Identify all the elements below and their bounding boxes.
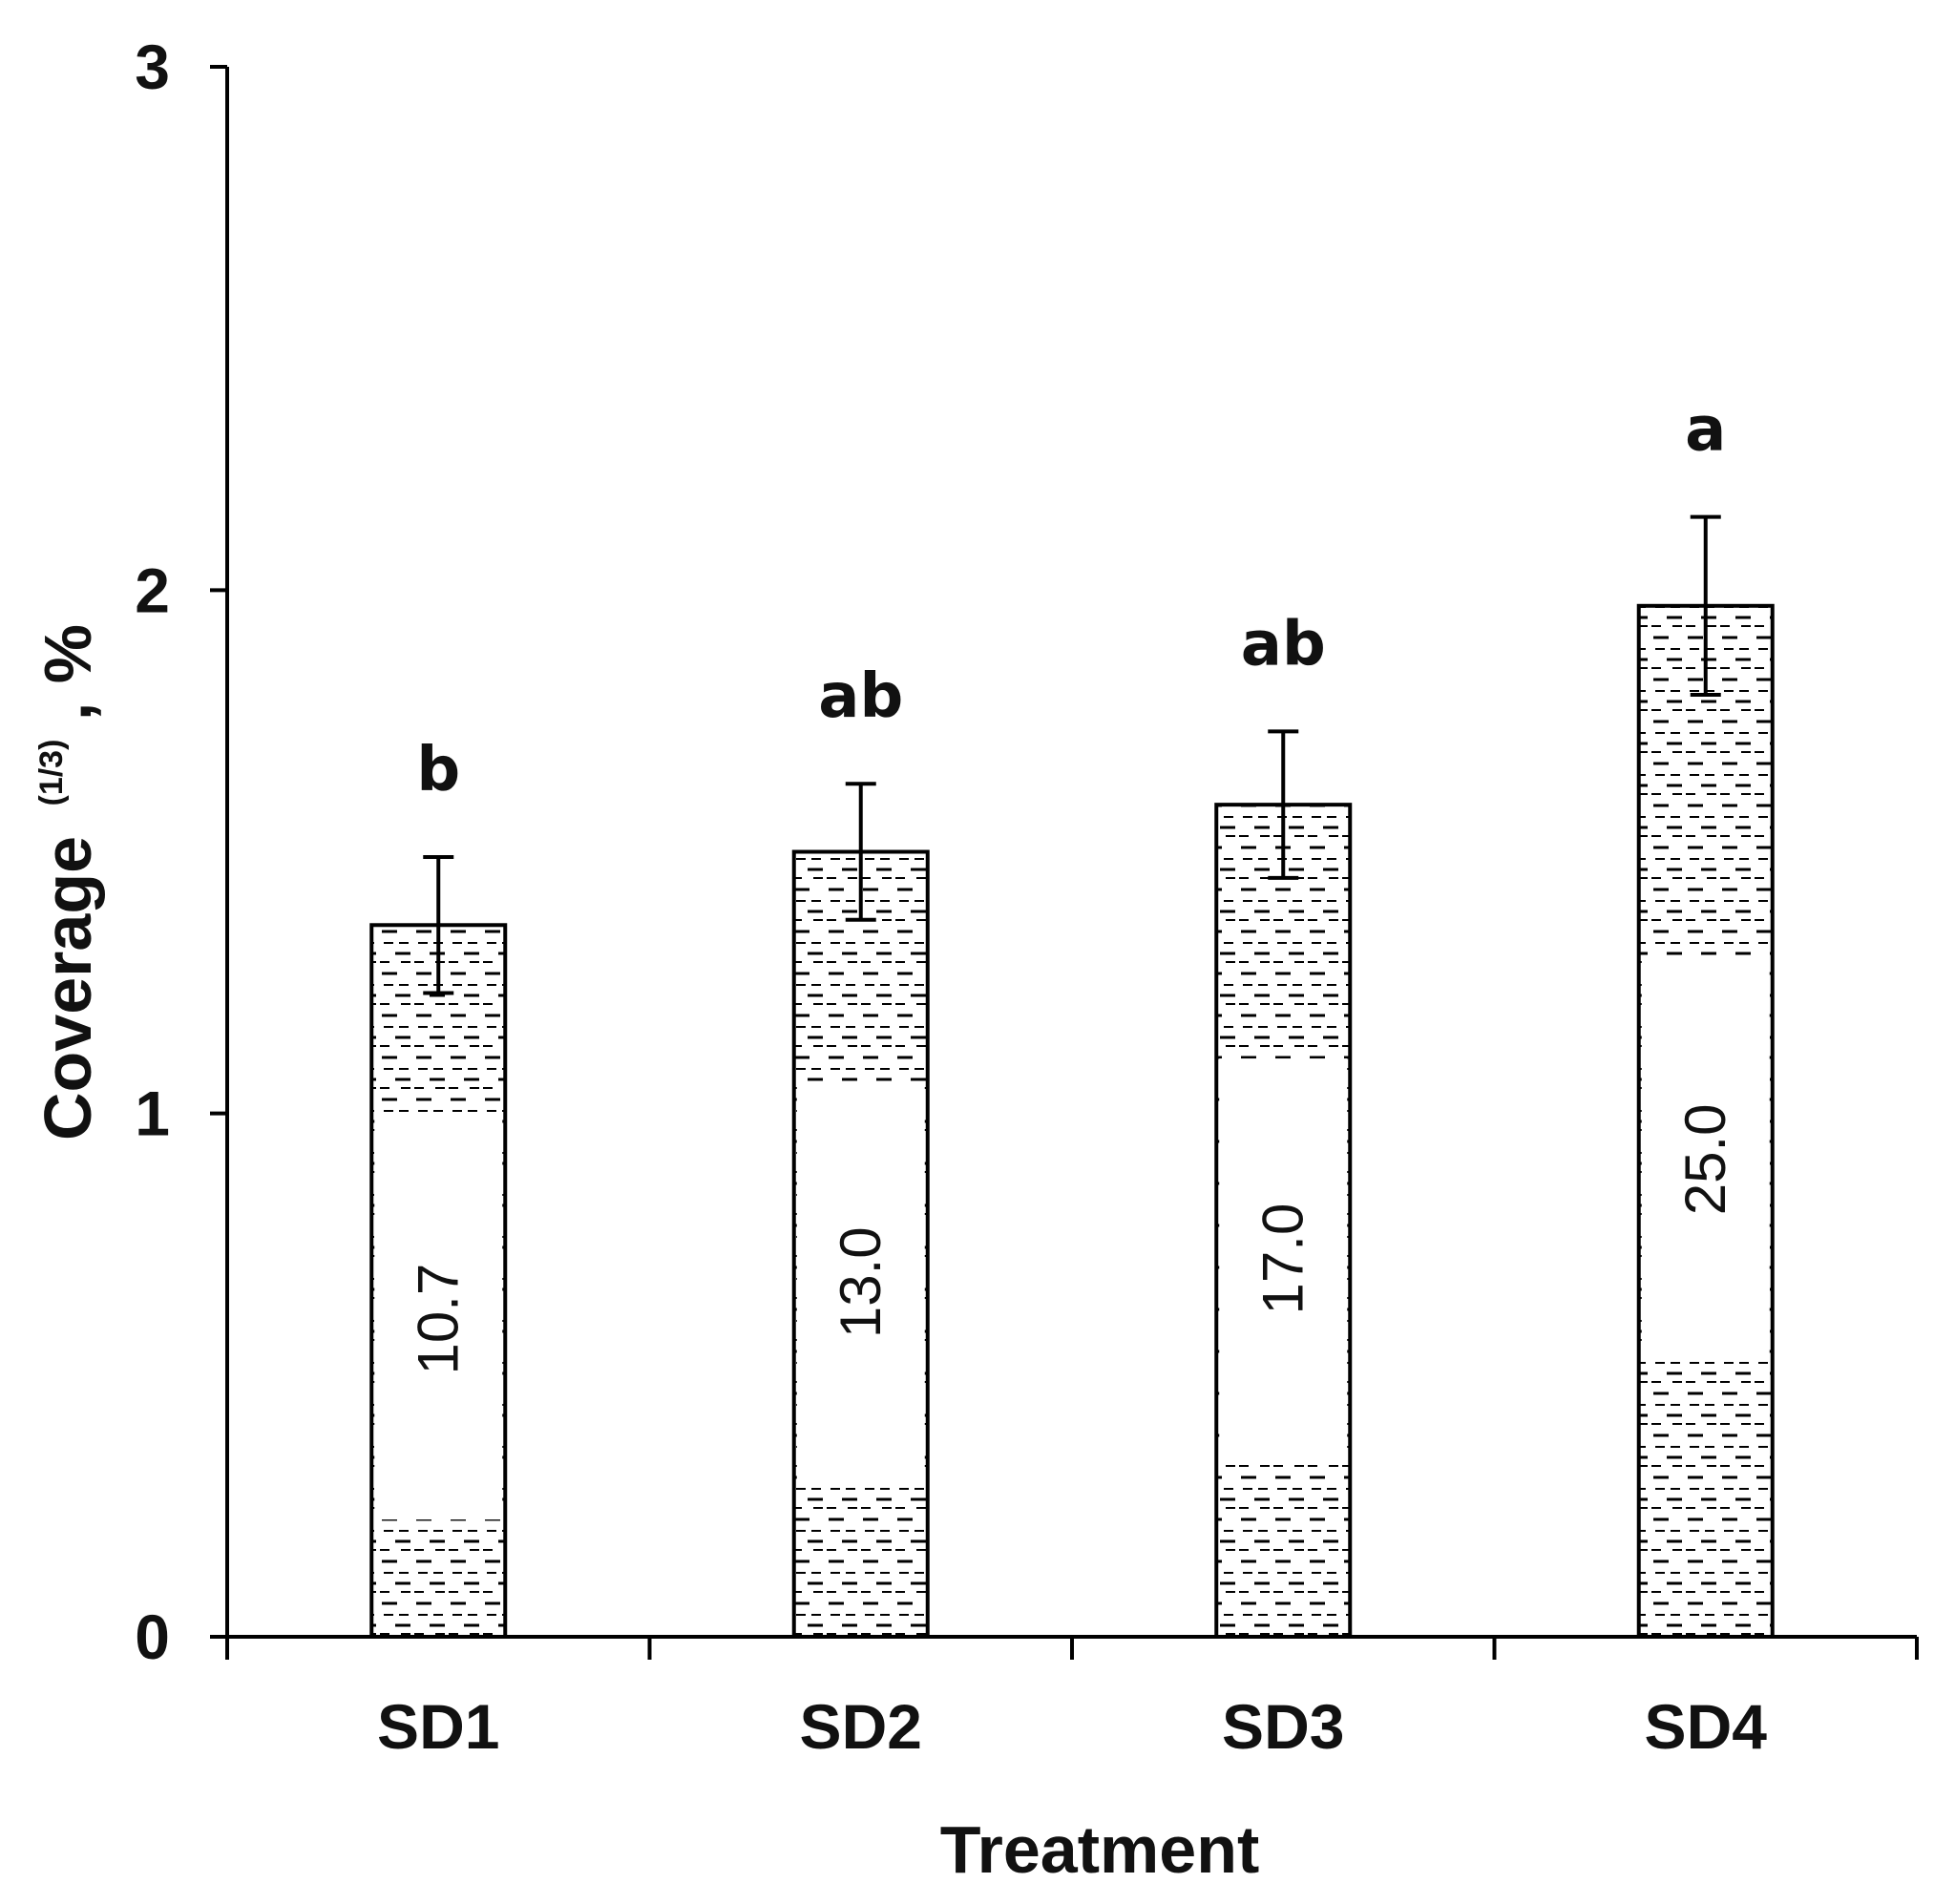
significance-label: ab — [1241, 609, 1326, 680]
x-tick-label: SD3 — [1222, 1691, 1344, 1762]
bar-label-background — [1219, 1058, 1348, 1460]
y-axis-title: Coverage (1/3) , % — [2, 624, 105, 1140]
x-tick-label: SD4 — [1645, 1691, 1768, 1762]
bar-value-label: 25.0 — [1673, 1104, 1737, 1216]
bar-label-background — [1641, 958, 1770, 1360]
bars-layer: 10.7 b 13.0 ab 17.0 ab 25.0 a — [369, 395, 1775, 1639]
axes-layer: 0 1 2 3 SD1 SD2 SD3 SD4 — [135, 31, 1919, 1762]
bar-value-label: 13.0 — [829, 1226, 893, 1338]
x-tick-label: SD1 — [377, 1691, 499, 1762]
bar-label-background — [796, 1081, 925, 1483]
significance-label: a — [1685, 395, 1726, 466]
x-tick-label: SD2 — [800, 1691, 922, 1762]
significance-label: b — [416, 735, 460, 806]
bar-label-background — [374, 1119, 503, 1520]
bar-value-label: 17.0 — [1251, 1203, 1314, 1315]
y-tick-label: 3 — [135, 31, 170, 102]
y-tick-label: 1 — [135, 1078, 170, 1149]
y-tick-label: 0 — [135, 1601, 170, 1672]
significance-label: ab — [818, 661, 903, 732]
x-axis-title: Treatment — [940, 1812, 1260, 1887]
y-tick-label: 2 — [135, 554, 170, 625]
bar-value-label: 10.7 — [406, 1264, 470, 1375]
